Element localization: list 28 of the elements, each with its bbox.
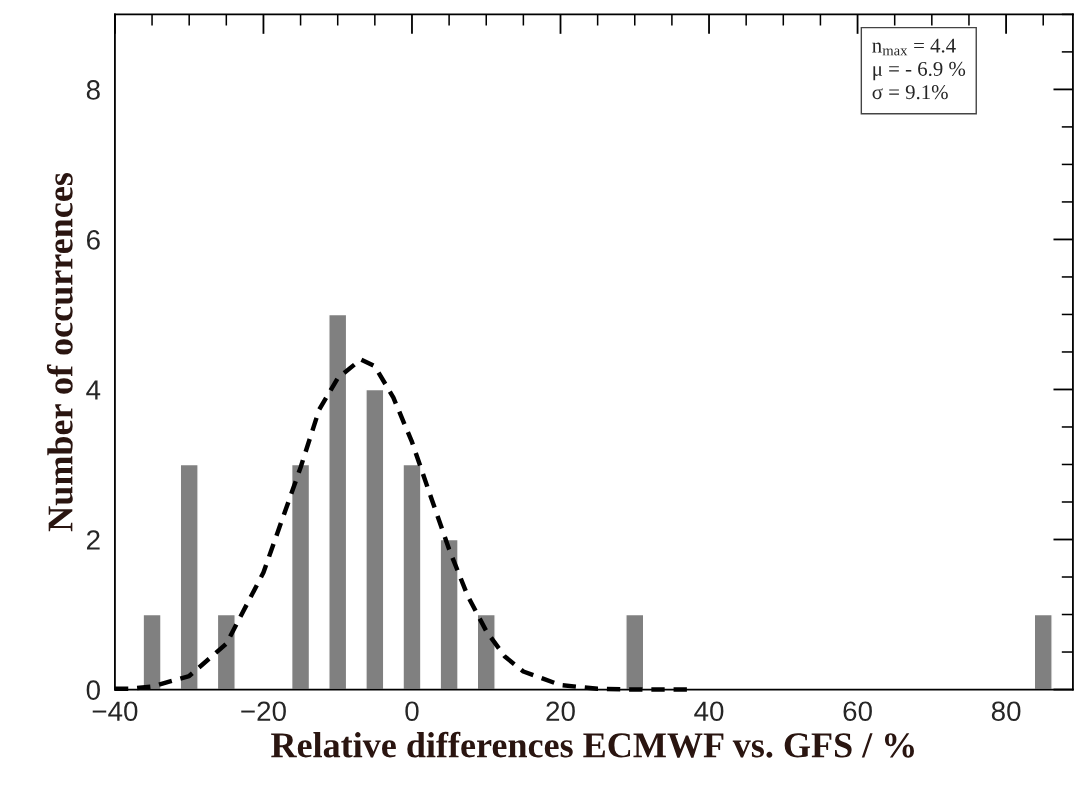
y-tick-label: 8: [86, 80, 100, 100]
annotation: σ = 9.1%: [872, 85, 948, 100]
y-tick-label: 2: [86, 530, 100, 550]
bar: [179, 463, 199, 690]
annotation: n$_{max}$ = 4.4: [872, 38, 956, 56]
x-tick-label: 60: [843, 701, 872, 722]
y-axis-title: Number of occurrences: [46, 172, 73, 532]
y-tick-label: 6: [86, 230, 100, 250]
x-tick-label: −40: [92, 701, 138, 722]
bar: [142, 613, 162, 690]
bar: [216, 613, 236, 690]
x-tick-label: 0: [405, 701, 419, 722]
y-tick-label: 4: [86, 380, 101, 400]
x-axis-title: Relative differences ECMWF vs. GFS / %: [271, 731, 914, 758]
bar: [328, 313, 348, 690]
bar: [402, 463, 422, 690]
x-tick-label: 20: [546, 701, 575, 722]
annotation: μ = - 6.9 %: [873, 61, 966, 81]
y-tick-label: 0: [86, 680, 100, 700]
bar: [476, 613, 496, 690]
x-tick-label: −20: [241, 701, 286, 722]
bar: [439, 538, 459, 690]
bar: [1033, 613, 1053, 690]
bar: [365, 388, 385, 690]
bar: [625, 613, 645, 690]
x-tick-label: 40: [694, 701, 724, 722]
bar: [290, 463, 311, 690]
x-tick-label: 80: [991, 701, 1021, 722]
